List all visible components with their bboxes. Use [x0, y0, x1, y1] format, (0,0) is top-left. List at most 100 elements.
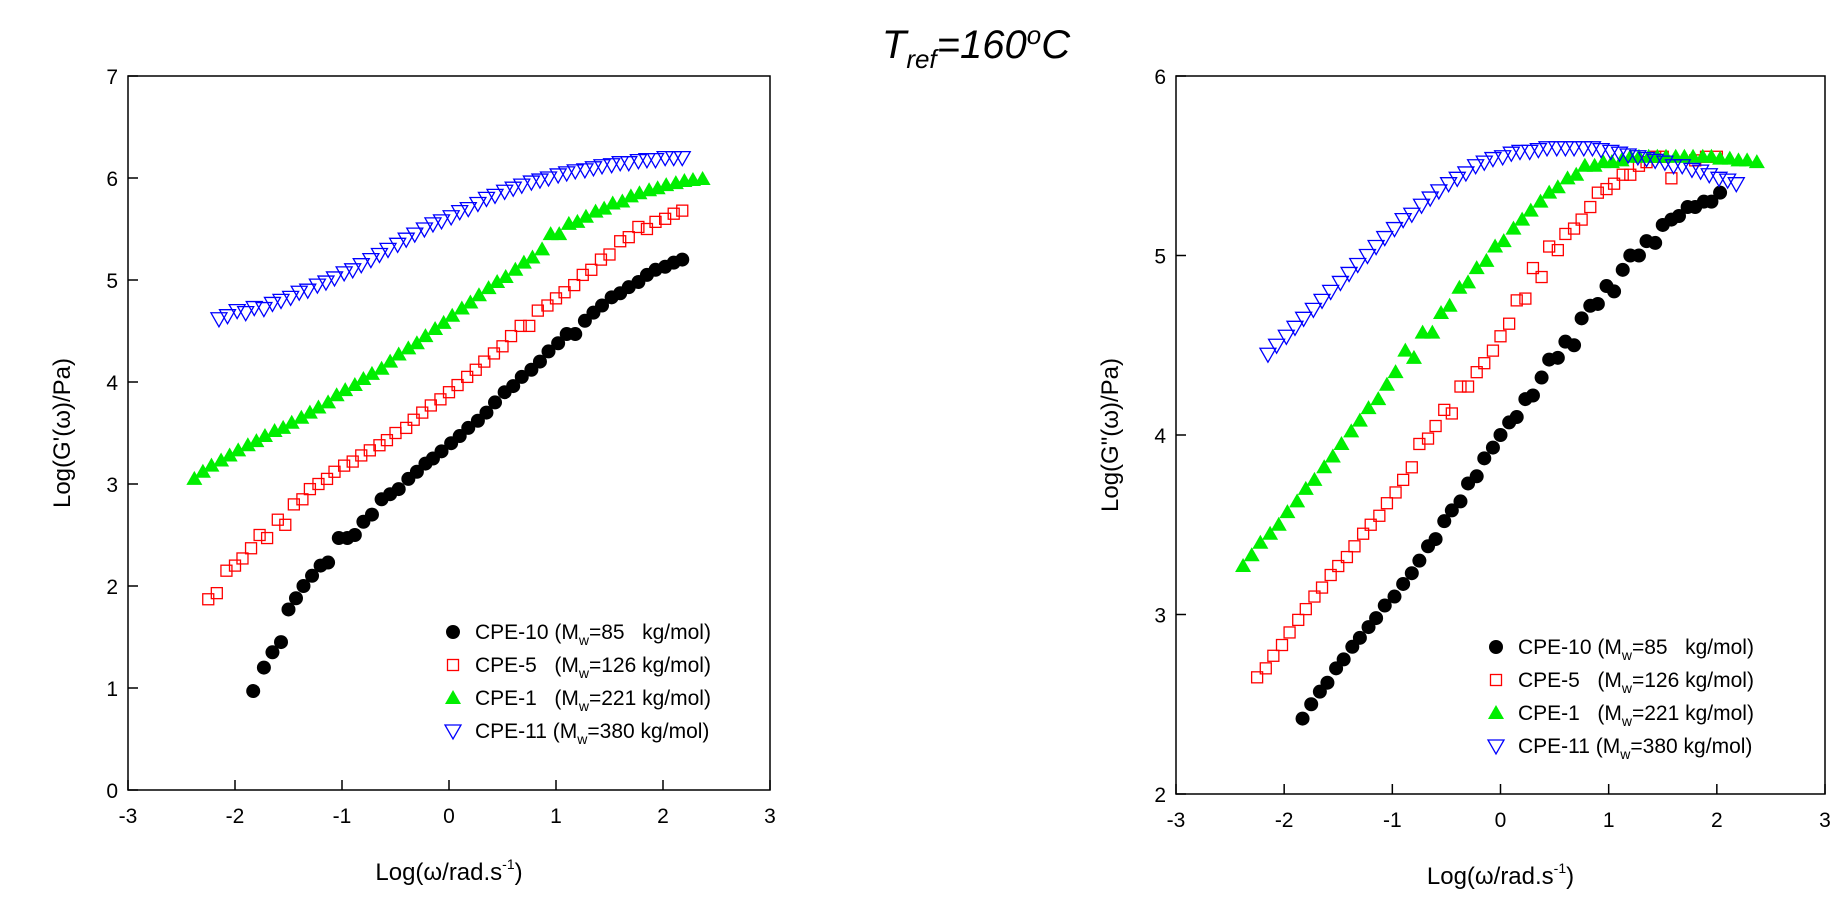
marker [1333, 435, 1350, 450]
legend-label-part: =380 kg/mol) [1630, 735, 1752, 758]
legend-label-subscript: w [578, 698, 590, 714]
marker [1364, 518, 1377, 531]
x-tick-label: 0 [1495, 809, 1507, 832]
marker [468, 196, 488, 213]
marker [1567, 338, 1582, 353]
marker [1262, 525, 1279, 540]
marker [275, 419, 292, 434]
marker [239, 437, 256, 452]
marker [1299, 602, 1312, 616]
marker [1428, 532, 1443, 547]
marker [1574, 311, 1589, 326]
marker [316, 275, 336, 292]
marker [328, 387, 345, 402]
marker [1429, 419, 1442, 433]
marker [427, 320, 444, 335]
y-tick-label: 4 [1154, 425, 1166, 448]
series [1250, 150, 1723, 684]
marker [1445, 407, 1458, 420]
marker [1478, 357, 1491, 370]
marker [1441, 297, 1458, 312]
y-tick-label: 3 [1154, 605, 1166, 628]
marker [1312, 293, 1332, 310]
marker [1556, 141, 1575, 158]
marker [549, 168, 568, 185]
marker [355, 370, 372, 385]
marker [1468, 260, 1485, 275]
x-tick-label: 2 [657, 805, 669, 828]
marker [664, 150, 683, 167]
marker [1461, 380, 1475, 393]
legend-label: CPE-11 (Mw=380 kg/mol) [475, 720, 709, 747]
marker [1510, 144, 1530, 161]
x-tick-label: 0 [443, 805, 455, 828]
legend-label-part: CPE-11 (M [475, 720, 577, 743]
legend-label-part: CPE-5 (M [1518, 669, 1622, 692]
marker [1470, 366, 1483, 379]
marker [370, 247, 389, 264]
marker [1405, 349, 1422, 364]
legend-label: CPE-10 (Mw=85 kg/mol) [1518, 636, 1754, 663]
marker [1514, 211, 1531, 226]
marker [213, 452, 230, 467]
figure-title: Tref=160oC [882, 20, 1071, 74]
legend-label-part: CPE-1 (M [1518, 702, 1622, 725]
marker [347, 528, 362, 542]
legend-label-part: CPE-10 (M [475, 621, 579, 644]
marker [1453, 494, 1468, 509]
marker [497, 268, 514, 283]
marker [230, 442, 247, 457]
marker [337, 382, 354, 397]
marker [279, 518, 292, 531]
marker [1279, 504, 1296, 519]
title-part: C [1041, 23, 1071, 67]
marker [1389, 486, 1402, 499]
marker [1385, 221, 1404, 238]
marker [265, 645, 280, 660]
marker [1713, 185, 1728, 200]
marker [260, 531, 274, 545]
marker [1551, 243, 1564, 257]
marker [446, 625, 460, 639]
y-axis-label: Log(G'(ω)/Pa) [49, 358, 76, 508]
marker [614, 193, 631, 208]
marker [203, 457, 220, 472]
legend-item: CPE-10 (Mw=85 kg/mol) [446, 621, 711, 648]
marker [221, 447, 238, 462]
marker [480, 280, 497, 295]
legend-item: CPE-5 (Mw=126 kg/mol) [1489, 669, 1754, 696]
marker [1351, 412, 1368, 427]
marker [1510, 294, 1523, 307]
plot: -3 -2 -1 0 1 2 323456Log(ω/rad.s-1)Log(G"(ω)/P… [1097, 66, 1831, 890]
marker [442, 210, 461, 227]
marker [1505, 220, 1522, 235]
legend-label-subscript: w [1621, 647, 1633, 663]
marker [506, 379, 521, 394]
marker [443, 724, 463, 741]
marker [496, 340, 509, 353]
x-axis-label-superscript: -1 [502, 856, 515, 872]
marker [1316, 459, 1333, 474]
marker [1348, 257, 1367, 274]
legend-item: CPE-1 (Mw=221 kg/mol) [1488, 702, 1754, 729]
marker [640, 222, 654, 236]
marker [444, 307, 461, 322]
marker [504, 181, 523, 198]
marker [495, 184, 514, 201]
marker [1340, 550, 1354, 564]
marker [364, 507, 379, 522]
marker [568, 278, 581, 292]
marker [534, 241, 551, 256]
marker [244, 542, 258, 555]
marker [209, 312, 229, 329]
marker [1405, 461, 1418, 474]
marker [1433, 304, 1450, 319]
marker [673, 150, 692, 167]
marker [676, 204, 689, 217]
marker [1535, 270, 1548, 284]
x-tick-label: -3 [1167, 809, 1186, 832]
marker [1502, 146, 1521, 163]
legend-label-part: =85 kg/mol) [1632, 636, 1754, 659]
marker [256, 428, 273, 443]
marker [461, 370, 474, 384]
